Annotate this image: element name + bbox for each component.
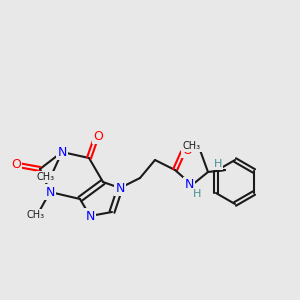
Text: H: H xyxy=(193,189,201,199)
Text: H: H xyxy=(214,159,222,169)
Text: CH₃: CH₃ xyxy=(37,172,55,182)
Text: N: N xyxy=(85,209,95,223)
Text: O: O xyxy=(93,130,103,142)
Text: N: N xyxy=(57,146,67,158)
Text: N: N xyxy=(115,182,125,194)
Text: O: O xyxy=(182,143,192,157)
Text: N: N xyxy=(45,185,55,199)
Text: N: N xyxy=(184,178,194,191)
Text: CH₃: CH₃ xyxy=(27,210,45,220)
Text: CH₃: CH₃ xyxy=(183,141,201,151)
Text: O: O xyxy=(11,158,21,172)
